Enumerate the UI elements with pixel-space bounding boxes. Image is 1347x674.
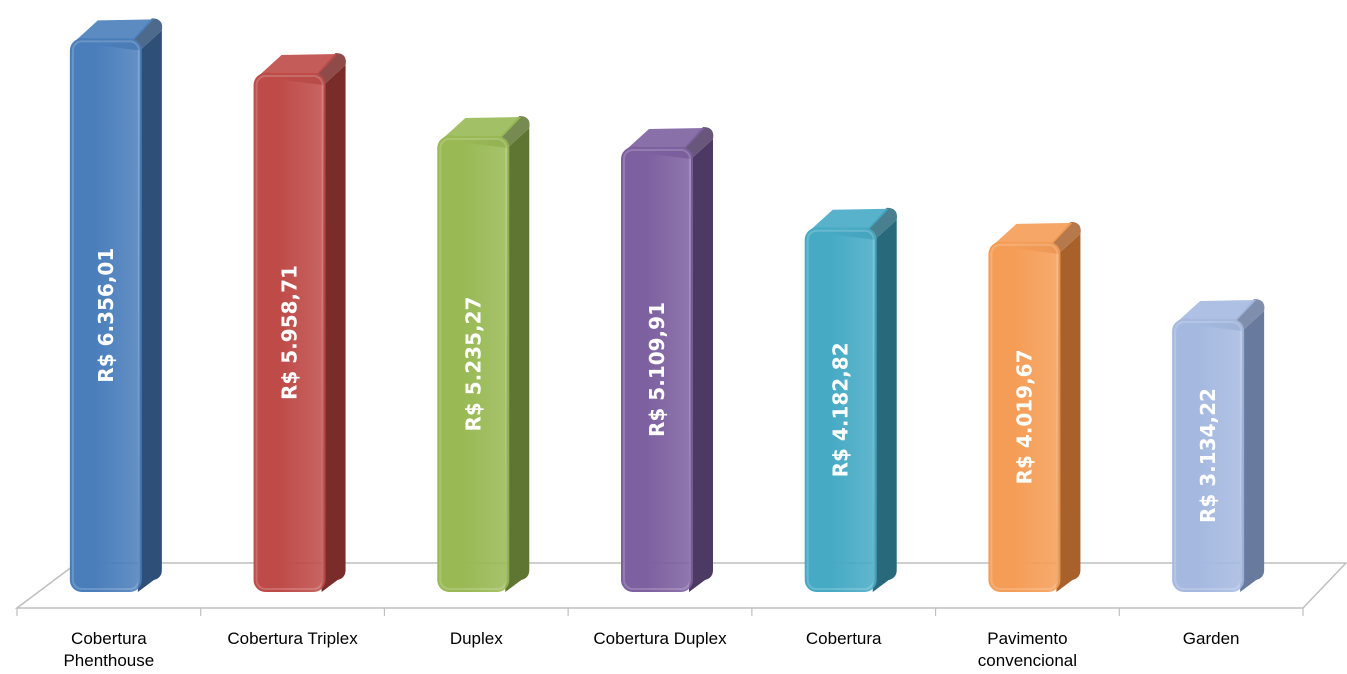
bar-5: R$ 4.182,82	[804, 207, 897, 592]
bar-top-highlight	[259, 54, 338, 76]
data-label: R$ 6.356,01	[94, 248, 118, 383]
category-label: Cobertura	[806, 629, 882, 648]
bar-3: R$ 5.235,27	[437, 116, 530, 592]
bar-bevel	[71, 40, 140, 591]
bar-1: R$ 6.356,01	[69, 18, 163, 593]
data-label: R$ 4.019,67	[1012, 349, 1036, 484]
bar-4: R$ 5.109,91	[621, 126, 714, 592]
bar-front-face	[437, 136, 510, 592]
bar-side-face	[1240, 311, 1265, 592]
bar-bevel	[439, 138, 508, 590]
bar-2: R$ 5.958,71	[253, 53, 346, 593]
data-label: R$ 4.182,82	[829, 342, 853, 477]
bar-7: R$ 3.134,22	[1172, 299, 1265, 592]
category-labels: Cobertura Phenthouse Cobertura Triplex Dupl…	[63, 629, 1239, 670]
bar-bevel	[255, 75, 324, 591]
bar-top-highlight	[75, 19, 154, 41]
category-label: Garden	[1183, 629, 1240, 648]
bars: R$ 6.356,01 R$ 5.958,71 R$ 5.235,27 R$ 5.10…	[69, 18, 1265, 593]
category-label: Duplex	[450, 629, 503, 648]
bar-side-face	[137, 30, 162, 593]
bar-front-face	[804, 227, 877, 592]
bar-top-highlight	[994, 222, 1073, 244]
bar-front-face	[621, 146, 693, 592]
data-label: R$ 3.134,22	[1196, 388, 1220, 523]
bar-side-face	[321, 65, 346, 593]
data-label: R$ 5.958,71	[278, 265, 302, 400]
bar-bevel	[623, 148, 691, 590]
bar-bevel	[1174, 321, 1243, 590]
bar-bevel	[990, 243, 1059, 590]
category-label: Cobertura Duplex	[593, 629, 727, 648]
bar-top-highlight	[443, 117, 522, 139]
category-label: Pavimento convencional	[978, 629, 1077, 670]
data-label: R$ 5.235,27	[461, 297, 485, 432]
bar-6: R$ 4.019,67	[988, 221, 1081, 592]
bar-top-highlight	[627, 127, 705, 149]
data-label: R$ 5.109,91	[645, 302, 669, 437]
bar-side-face	[1056, 233, 1081, 592]
bar-side-face	[689, 138, 713, 592]
bar-front-face	[253, 73, 326, 593]
category-label: Cobertura Phenthouse	[63, 629, 154, 670]
bar-front-face	[69, 38, 142, 593]
bar-side-face	[505, 128, 530, 592]
bar-top-highlight	[810, 208, 889, 230]
bar-side-face	[872, 219, 897, 592]
bar-front-face	[1172, 319, 1245, 592]
bar-bevel	[806, 229, 875, 590]
bar-front-face	[988, 241, 1061, 592]
category-label: Cobertura Triplex	[227, 629, 358, 648]
bar-top-highlight	[1178, 300, 1257, 322]
